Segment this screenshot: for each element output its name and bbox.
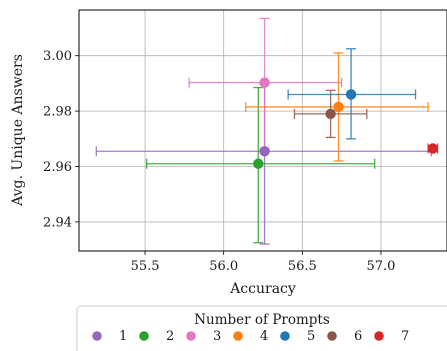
data-points <box>253 77 439 169</box>
legend-label-6: 6 <box>354 329 362 344</box>
legend-label-3: 3 <box>213 329 221 344</box>
legend-label-2: 2 <box>166 329 174 344</box>
legend-label-7: 7 <box>401 329 409 344</box>
legend-label-4: 4 <box>260 329 268 344</box>
data-point-3 <box>259 77 270 88</box>
y-tick-label: 2.98 <box>43 105 72 120</box>
y-tick-label: 2.96 <box>43 160 72 175</box>
legend-items: 1 2 3 4 5 6 7 <box>92 329 409 344</box>
legend-frame <box>76 305 447 351</box>
legend-marker-1 <box>92 331 102 341</box>
plot-frame <box>78 9 447 252</box>
x-axis-ticks: 55.5 56.0 56.5 57.0 <box>131 251 395 274</box>
data-point-2 <box>253 158 264 169</box>
x-tick-label: 56.5 <box>288 259 317 274</box>
legend-marker-6 <box>327 331 337 341</box>
error-bars <box>95 17 439 245</box>
y-axis-ticks: 2.94 2.96 2.98 3.00 <box>43 49 79 230</box>
x-tick-label: 56.0 <box>209 259 238 274</box>
y-axis-label: Avg. Unique Answers <box>10 54 26 207</box>
data-point-7 <box>427 143 439 154</box>
grid-lines <box>79 10 447 251</box>
x-axis-label: Accuracy <box>229 281 296 297</box>
legend-marker-5 <box>280 331 290 341</box>
data-point-5 <box>345 89 357 100</box>
data-point-6 <box>325 108 336 120</box>
legend-label-1: 1 <box>119 329 127 344</box>
data-point-4 <box>333 101 344 113</box>
legend-marker-2 <box>139 331 149 341</box>
legend-marker-3 <box>186 331 196 341</box>
x-tick-label: 57.0 <box>366 259 395 274</box>
data-point-1 <box>259 146 270 157</box>
legend-title: Number of Prompts <box>194 312 330 328</box>
legend-label-5: 5 <box>307 329 315 344</box>
x-tick-label: 55.5 <box>131 259 160 274</box>
legend: Number of Prompts 1 2 3 4 5 6 7 <box>76 305 447 351</box>
y-tick-label: 2.94 <box>43 215 72 230</box>
legend-marker-7 <box>374 331 384 341</box>
y-tick-label: 3.00 <box>43 49 72 64</box>
legend-marker-4 <box>233 331 243 341</box>
